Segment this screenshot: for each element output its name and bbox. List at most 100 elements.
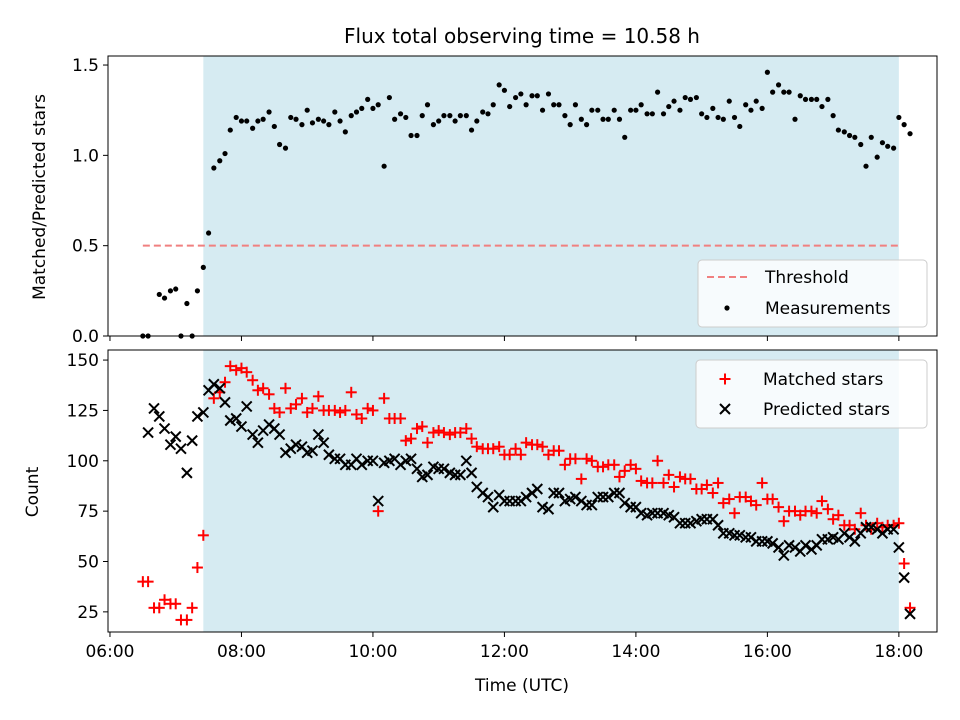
matched-point	[181, 614, 193, 626]
x-marker-b	[487, 501, 499, 513]
x-marker-b	[635, 507, 647, 519]
measurement-point	[737, 123, 743, 130]
bottom-plot-frame	[107, 349, 938, 633]
measurement-point	[682, 94, 688, 101]
matched-point	[247, 374, 259, 386]
matched-point	[191, 562, 203, 574]
x-marker-b	[602, 491, 614, 503]
x-marker-b	[542, 503, 555, 515]
x-marker-b	[197, 406, 210, 419]
measurement-point	[194, 288, 201, 294]
measurement-point	[271, 123, 277, 130]
matched-point	[433, 425, 445, 437]
measurements-series	[140, 69, 913, 339]
matched-point	[619, 465, 631, 477]
measurement-point	[419, 113, 425, 119]
measurement-point	[731, 114, 738, 121]
predicted-point	[372, 495, 384, 507]
measurement-point	[447, 113, 453, 119]
matched-point	[290, 398, 302, 410]
predicted-point	[460, 455, 472, 467]
measurement-point	[638, 102, 644, 108]
predicted-point	[197, 406, 210, 419]
legend-measurements-swatch	[724, 305, 730, 311]
measurement-point	[365, 96, 371, 102]
predicted-point	[306, 445, 319, 457]
measurement-point	[792, 116, 798, 122]
bottom-panel: 25 50 75 100 125 150 06:00 08:00 10:00 12:00 14:0…	[23, 349, 938, 696]
predicted-point	[153, 410, 165, 423]
x-marker-b	[175, 442, 187, 455]
matched-point	[427, 427, 439, 439]
x-marker-b	[230, 412, 242, 425]
measurement-point	[572, 102, 579, 108]
matched-point	[329, 404, 341, 416]
legend-plus-marker	[719, 373, 731, 385]
measurement-point	[863, 163, 869, 169]
measurement-point	[457, 113, 463, 119]
matched-point	[569, 453, 581, 465]
predicted-point	[712, 519, 724, 531]
top-legend-box	[697, 259, 928, 328]
predicted-point	[887, 523, 900, 535]
bottom-y-axis-label: Count	[23, 466, 43, 517]
x-marker-b	[493, 489, 505, 501]
x-tick-label: 08:00	[217, 642, 266, 662]
predicted-point	[367, 455, 379, 467]
y-tick-label: 1.0	[72, 146, 99, 166]
matched-point	[460, 423, 472, 435]
matched-point	[559, 459, 571, 471]
x-marker-b	[553, 487, 565, 499]
matched-point	[767, 493, 779, 505]
matched-point	[345, 386, 357, 398]
x-tick-label: 14:00	[611, 642, 660, 662]
x-marker-b	[317, 436, 330, 449]
measurement-point	[474, 118, 480, 124]
predicted-point	[411, 463, 423, 475]
x-marker-b	[186, 434, 198, 447]
matched-point	[531, 439, 543, 451]
measurement-point	[529, 93, 535, 99]
matched-point	[515, 449, 527, 461]
matched-point	[367, 404, 379, 416]
bottom-x-axis: 06:00 08:00 10:00 12:00 14:00 16:00 18:00	[85, 632, 923, 662]
matched-point	[707, 487, 719, 499]
matched-point	[263, 388, 275, 400]
matched-stars-series	[137, 360, 916, 626]
matched-point	[405, 433, 417, 445]
measurement-point	[200, 264, 206, 270]
legend-matched-swatch	[719, 373, 731, 385]
x-marker-b	[296, 440, 308, 453]
top-y-axis: 0.0 0.5 1.0 1.5	[72, 56, 108, 347]
x-marker-b	[783, 539, 795, 552]
predicted-point	[799, 539, 812, 552]
measurement-point	[441, 113, 447, 119]
top-plot-frame	[107, 55, 938, 337]
y-tick-label: 125	[67, 401, 99, 421]
x-marker-b	[191, 410, 204, 423]
x-marker-b	[471, 481, 483, 493]
measurement-point	[720, 116, 726, 122]
x-marker-b	[372, 495, 384, 507]
measurement-point	[276, 141, 283, 148]
predicted-point	[465, 467, 478, 479]
x-marker-b	[630, 501, 642, 513]
x-marker-b	[799, 539, 812, 552]
matched-point	[674, 471, 686, 483]
x-marker-b	[531, 483, 543, 495]
x-marker-b	[569, 491, 582, 503]
matched-point	[504, 449, 516, 461]
matched-point	[701, 479, 713, 491]
predicted-point	[175, 442, 187, 455]
predicted-point	[898, 571, 910, 584]
measurement-point	[452, 118, 458, 124]
predicted-point	[613, 487, 626, 499]
measurement-point	[654, 89, 661, 95]
measurement-point	[211, 165, 217, 171]
matched-point	[219, 376, 231, 388]
x-marker-b	[350, 453, 363, 465]
measurement-point	[227, 127, 233, 133]
measurement-point	[644, 111, 650, 117]
measurement-point	[282, 145, 289, 151]
measurement-point	[397, 111, 404, 117]
